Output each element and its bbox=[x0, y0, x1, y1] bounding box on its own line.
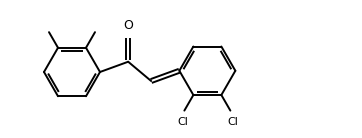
Text: Cl: Cl bbox=[227, 117, 238, 127]
Text: Cl: Cl bbox=[177, 117, 188, 127]
Text: O: O bbox=[123, 19, 133, 32]
